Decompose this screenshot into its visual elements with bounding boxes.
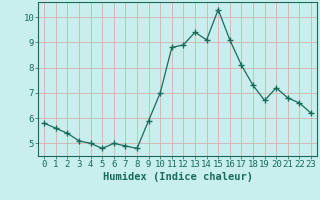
X-axis label: Humidex (Indice chaleur): Humidex (Indice chaleur) — [103, 172, 252, 182]
